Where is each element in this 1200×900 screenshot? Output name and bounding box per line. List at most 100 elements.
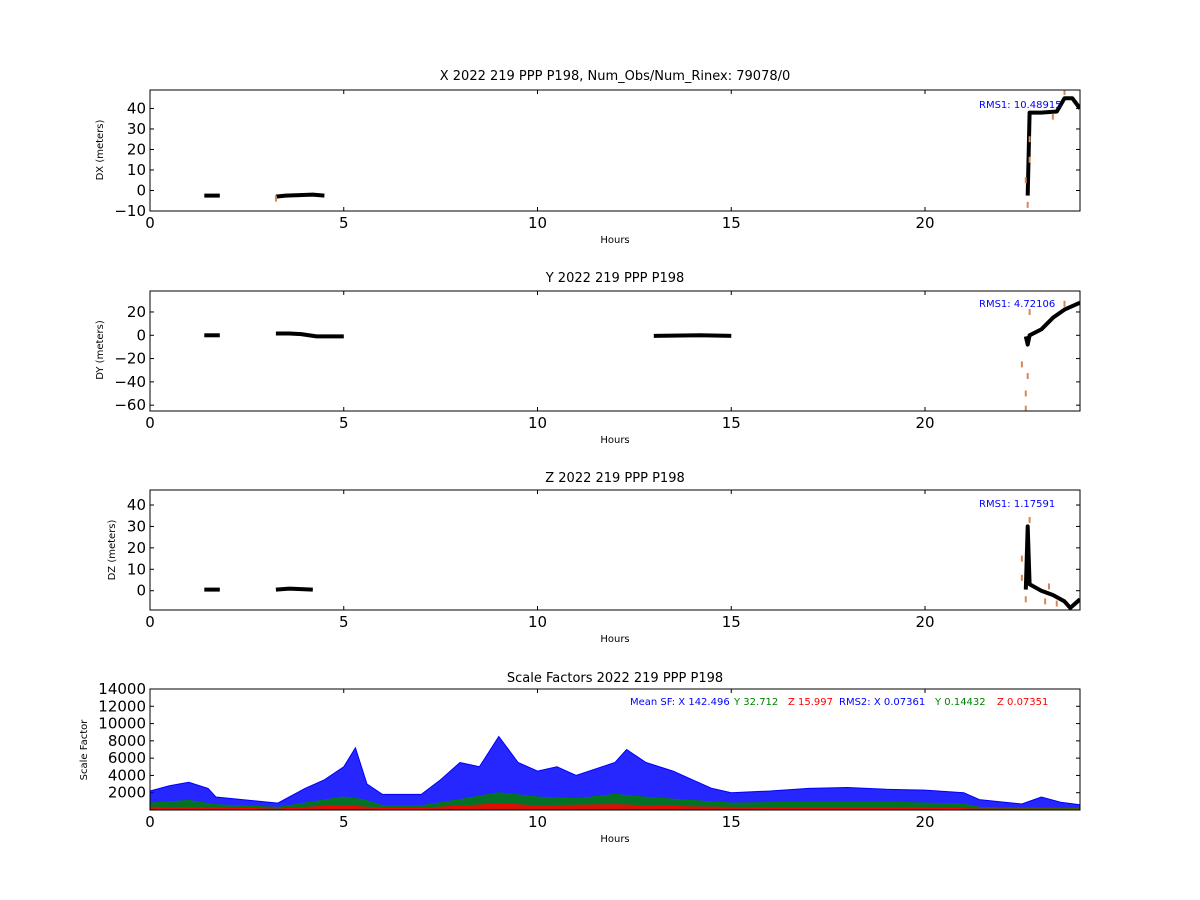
panel-sf-xlabel: Hours bbox=[600, 834, 629, 845]
y-tick-label: 10000 bbox=[98, 715, 146, 733]
series-envelope bbox=[150, 792, 1080, 810]
y-tick-label: 2000 bbox=[108, 784, 146, 802]
data-point bbox=[1020, 361, 1023, 368]
panel-sf-frame bbox=[149, 688, 1081, 811]
data-point bbox=[1044, 598, 1047, 605]
sf-mean-y: Y 32.712 bbox=[733, 697, 778, 708]
data-point bbox=[1028, 136, 1031, 143]
sf-rms2-y: Y 0.14432 bbox=[934, 697, 986, 708]
y-tick-label: 12000 bbox=[98, 697, 146, 715]
data-point bbox=[1028, 517, 1031, 523]
panel-x-rms: RMS1: 10.48915 bbox=[979, 100, 1062, 111]
y-tick-label: 0 bbox=[136, 582, 146, 600]
y-tick-label: 10 bbox=[127, 560, 146, 578]
y-tick-label: 0 bbox=[136, 326, 146, 344]
series-trace bbox=[275, 331, 344, 339]
panel-z-xlabel: Hours bbox=[600, 634, 629, 645]
data-layer bbox=[204, 300, 1080, 411]
panel-y-xlabel: Hours bbox=[600, 435, 629, 446]
data-point bbox=[1048, 583, 1050, 590]
panel-z-rms: RMS1: 1.17591 bbox=[979, 499, 1055, 510]
y-tick-label: −40 bbox=[114, 373, 146, 391]
y-tick-label: −10 bbox=[114, 202, 146, 220]
series-trace bbox=[275, 586, 313, 592]
data-layer bbox=[204, 90, 1080, 208]
x-tick-label: 20 bbox=[915, 414, 934, 432]
x-tick-label: 0 bbox=[145, 613, 155, 631]
data-point bbox=[1024, 177, 1027, 184]
data-point bbox=[1024, 405, 1027, 411]
y-tick-label: 0 bbox=[136, 181, 146, 199]
panel-x-frame bbox=[149, 89, 1081, 212]
y-tick-label: 20 bbox=[127, 539, 146, 557]
panel-sf-ylabel: Scale Factor bbox=[79, 719, 90, 781]
panel-sf-title: Scale Factors 2022 219 PPP P198 bbox=[507, 671, 723, 686]
x-tick-label: 20 bbox=[915, 214, 934, 232]
y-tick-label: −60 bbox=[114, 396, 146, 414]
y-tick-label: 10 bbox=[127, 161, 146, 179]
y-tick-label: 40 bbox=[127, 496, 146, 514]
panel-x: X 2022 219 PPP P198, Num_Obs/Num_Rinex: … bbox=[95, 69, 1081, 246]
series-envelope bbox=[150, 735, 1080, 810]
panel-y-frame bbox=[149, 290, 1081, 412]
panel-x-ylabel: DX (meters) bbox=[95, 119, 106, 180]
x-tick-label: 10 bbox=[528, 813, 547, 831]
data-point bbox=[1063, 90, 1066, 96]
x-tick-label: 10 bbox=[528, 613, 547, 631]
x-tick-label: 15 bbox=[722, 414, 741, 432]
x-tick-label: 10 bbox=[528, 414, 547, 432]
y-tick-label: 20 bbox=[127, 303, 146, 321]
data-point bbox=[1026, 201, 1029, 208]
data-point bbox=[1051, 113, 1054, 120]
panel-sf-annotations: Mean SF: X 142.496 Y 32.712 Z 15.997 RMS… bbox=[630, 697, 1048, 708]
x-tick-label: 5 bbox=[339, 813, 349, 831]
sf-mean-z: Z 15.997 bbox=[788, 697, 833, 708]
panel-z: Z 2022 219 PPP P198 0 5 10 15 20 0 10 20 30 40 DZ… bbox=[107, 471, 1081, 645]
sf-rms2-x: RMS2: X 0.07361 bbox=[839, 697, 925, 708]
panel-y-rms: RMS1: 4.72106 bbox=[979, 299, 1055, 310]
x-tick-label: 5 bbox=[339, 613, 349, 631]
y-tick-label: 40 bbox=[127, 99, 146, 117]
panel-z-ylabel: DZ (meters) bbox=[107, 519, 118, 580]
x-tick-label: 5 bbox=[339, 214, 349, 232]
panel-x-title: X 2022 219 PPP P198, Num_Obs/Num_Rinex: … bbox=[440, 69, 791, 84]
x-tick-label: 5 bbox=[339, 414, 349, 432]
x-tick-label: 10 bbox=[528, 214, 547, 232]
x-tick-label: 15 bbox=[722, 613, 741, 631]
data-point bbox=[1024, 596, 1027, 603]
x-tick-label: 20 bbox=[915, 813, 934, 831]
panel-y-plot: 0 5 10 15 20 −60 −40 −20 0 20 bbox=[114, 291, 1080, 432]
data-point bbox=[1026, 373, 1029, 380]
data-point bbox=[1028, 308, 1031, 315]
panel-x-xlabel: Hours bbox=[600, 235, 629, 246]
panel-z-frame bbox=[149, 489, 1081, 611]
y-tick-label: 14000 bbox=[98, 680, 146, 698]
y-tick-label: 30 bbox=[127, 120, 146, 138]
sf-rms2-z: Z 0.07351 bbox=[997, 697, 1048, 708]
x-tick-label: 0 bbox=[145, 813, 155, 831]
panel-sf: Scale Factors 2022 219 PPP P198 0 5 10 15 20… bbox=[79, 671, 1081, 845]
panel-z-plot: 0 5 10 15 20 0 10 20 30 40 bbox=[127, 490, 1080, 631]
panel-y-ylabel: DY (meters) bbox=[95, 320, 106, 380]
series-trace bbox=[1025, 96, 1080, 196]
series-trace bbox=[275, 192, 325, 199]
x-tick-label: 0 bbox=[145, 414, 155, 432]
data-point bbox=[1028, 156, 1031, 163]
panel-y-title: Y 2022 219 PPP P198 bbox=[545, 271, 685, 286]
series-trace bbox=[1023, 524, 1080, 610]
x-tick-label: 20 bbox=[915, 613, 934, 631]
data-point bbox=[1024, 390, 1027, 397]
panel-z-title: Z 2022 219 PPP P198 bbox=[545, 471, 685, 486]
series-envelope bbox=[150, 803, 1080, 810]
data-point bbox=[1020, 555, 1023, 562]
series-trace bbox=[1023, 300, 1080, 347]
y-tick-label: 30 bbox=[127, 517, 146, 535]
x-tick-label: 15 bbox=[722, 214, 741, 232]
data-layer bbox=[150, 735, 1080, 810]
panel-y: Y 2022 219 PPP P198 0 5 10 15 20 −60 −40 −20 0 20… bbox=[95, 271, 1081, 446]
y-tick-label: 4000 bbox=[108, 766, 146, 784]
sf-mean-x: Mean SF: X 142.496 bbox=[630, 697, 730, 708]
